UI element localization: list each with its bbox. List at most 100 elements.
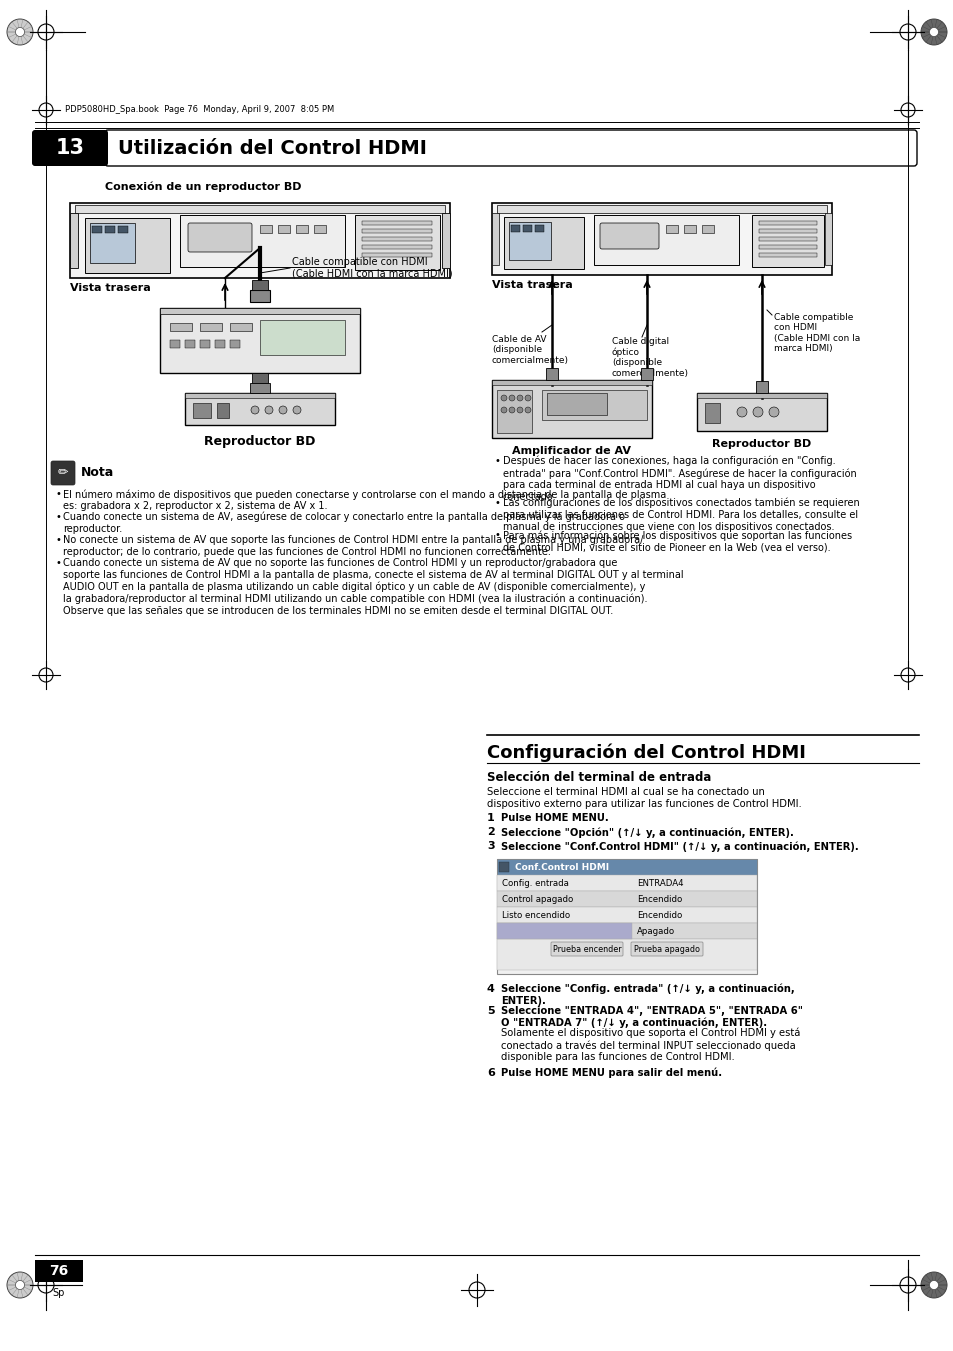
Circle shape xyxy=(517,394,522,401)
Bar xyxy=(361,253,432,257)
Bar xyxy=(509,222,551,259)
Text: 76: 76 xyxy=(50,1265,69,1278)
Bar xyxy=(497,875,757,892)
Text: Cable compatible
con HDMI
(Cable HDMI con la
marca HDMI): Cable compatible con HDMI (Cable HDMI co… xyxy=(773,313,860,353)
Circle shape xyxy=(517,407,522,413)
Bar xyxy=(170,323,192,331)
Bar xyxy=(441,213,450,267)
Circle shape xyxy=(737,407,746,417)
Text: El número máximo de dispositivos que pueden conectarse y controlarse con el mand: El número máximo de dispositivos que pue… xyxy=(63,489,665,511)
Circle shape xyxy=(265,407,273,413)
Bar xyxy=(214,340,225,349)
FancyBboxPatch shape xyxy=(188,223,252,253)
Bar xyxy=(497,205,826,213)
Bar xyxy=(701,226,713,232)
Bar xyxy=(35,1260,83,1282)
Text: 4: 4 xyxy=(486,984,495,994)
Text: ENTRADA4: ENTRADA4 xyxy=(637,878,683,888)
Bar xyxy=(492,380,651,438)
Bar xyxy=(497,923,632,939)
FancyBboxPatch shape xyxy=(630,942,702,957)
Text: Después de hacer las conexiones, haga la configuración en "Config.
entrada" para: Después de hacer las conexiones, haga la… xyxy=(502,457,856,503)
Text: •: • xyxy=(56,535,62,544)
Text: Encendido: Encendido xyxy=(637,911,681,920)
Circle shape xyxy=(7,19,33,45)
Bar xyxy=(497,939,757,970)
Bar xyxy=(216,403,229,417)
Text: •: • xyxy=(495,531,500,540)
FancyBboxPatch shape xyxy=(551,942,622,957)
Text: •: • xyxy=(495,457,500,466)
Bar xyxy=(498,862,509,871)
Circle shape xyxy=(500,407,506,413)
Circle shape xyxy=(524,394,531,401)
Bar xyxy=(759,222,816,226)
Bar xyxy=(497,907,757,923)
Circle shape xyxy=(15,1281,25,1290)
Bar xyxy=(497,923,757,939)
Text: 1: 1 xyxy=(486,813,495,823)
Bar xyxy=(260,320,345,355)
Text: •: • xyxy=(56,489,62,499)
Text: Pulse HOME MENU.: Pulse HOME MENU. xyxy=(500,813,608,823)
Text: Amplificador de AV: Amplificador de AV xyxy=(512,446,631,457)
Text: Solamente el dispositivo que soporta el Control HDMI y está
conectado a través d: Solamente el dispositivo que soporta el … xyxy=(500,1028,800,1062)
Text: Seleccione "Config. entrada" (↑/↓ y, a continuación,
ENTER).: Seleccione "Config. entrada" (↑/↓ y, a c… xyxy=(500,984,794,1006)
Bar xyxy=(90,223,135,263)
Text: Selección del terminal de entrada: Selección del terminal de entrada xyxy=(486,771,711,784)
Text: Vista trasera: Vista trasera xyxy=(70,282,151,293)
Circle shape xyxy=(920,1273,946,1298)
Circle shape xyxy=(524,407,531,413)
Bar xyxy=(180,215,345,267)
Bar xyxy=(545,367,558,380)
Circle shape xyxy=(293,407,301,413)
Bar xyxy=(546,393,606,415)
Text: 3: 3 xyxy=(486,842,494,851)
Bar xyxy=(185,393,335,426)
Text: Conexión de un reproductor BD: Conexión de un reproductor BD xyxy=(105,182,301,192)
Text: ✏: ✏ xyxy=(58,466,69,480)
Bar xyxy=(492,380,651,385)
Bar xyxy=(105,226,115,232)
Text: Reproductor BD: Reproductor BD xyxy=(204,435,315,449)
Bar xyxy=(759,230,816,232)
Bar xyxy=(200,323,222,331)
Bar xyxy=(91,226,102,232)
Bar xyxy=(314,226,326,232)
Circle shape xyxy=(509,407,515,413)
Bar xyxy=(160,308,359,313)
Text: Cable compatible con HDMI
(Cable HDMI con la marca HDMI): Cable compatible con HDMI (Cable HDMI co… xyxy=(292,257,452,278)
Bar xyxy=(70,213,78,267)
Bar xyxy=(361,222,432,226)
Text: Prueba encender: Prueba encender xyxy=(552,944,620,954)
Text: Prueba apagado: Prueba apagado xyxy=(634,944,700,954)
Bar xyxy=(250,382,270,393)
Bar xyxy=(361,236,432,240)
Bar xyxy=(759,245,816,249)
Circle shape xyxy=(7,1273,33,1298)
Bar xyxy=(277,226,290,232)
Text: Seleccione "Conf.Control HDMI" (↑/↓ y, a continuación, ENTER).: Seleccione "Conf.Control HDMI" (↑/↓ y, a… xyxy=(500,842,858,851)
Bar xyxy=(230,323,252,331)
Bar xyxy=(250,290,270,303)
FancyBboxPatch shape xyxy=(105,130,916,166)
Bar xyxy=(185,393,335,399)
Text: 6: 6 xyxy=(486,1069,495,1078)
Bar xyxy=(759,236,816,240)
Bar xyxy=(755,381,767,393)
Text: Vista trasera: Vista trasera xyxy=(492,280,572,290)
Bar xyxy=(503,218,583,269)
Bar xyxy=(85,218,170,273)
Bar xyxy=(361,230,432,232)
Bar xyxy=(824,213,831,265)
Bar xyxy=(704,403,720,423)
Circle shape xyxy=(928,1281,938,1290)
Bar xyxy=(118,226,128,232)
Bar xyxy=(665,226,678,232)
Bar xyxy=(252,280,268,290)
Bar xyxy=(594,215,739,265)
Text: Cable de AV
(disponible
comercialmente): Cable de AV (disponible comercialmente) xyxy=(492,335,568,365)
Text: Seleccione "Opción" (↑/↓ y, a continuación, ENTER).: Seleccione "Opción" (↑/↓ y, a continuaci… xyxy=(500,827,793,838)
Bar xyxy=(759,253,816,257)
Text: Config. entrada: Config. entrada xyxy=(501,878,568,888)
